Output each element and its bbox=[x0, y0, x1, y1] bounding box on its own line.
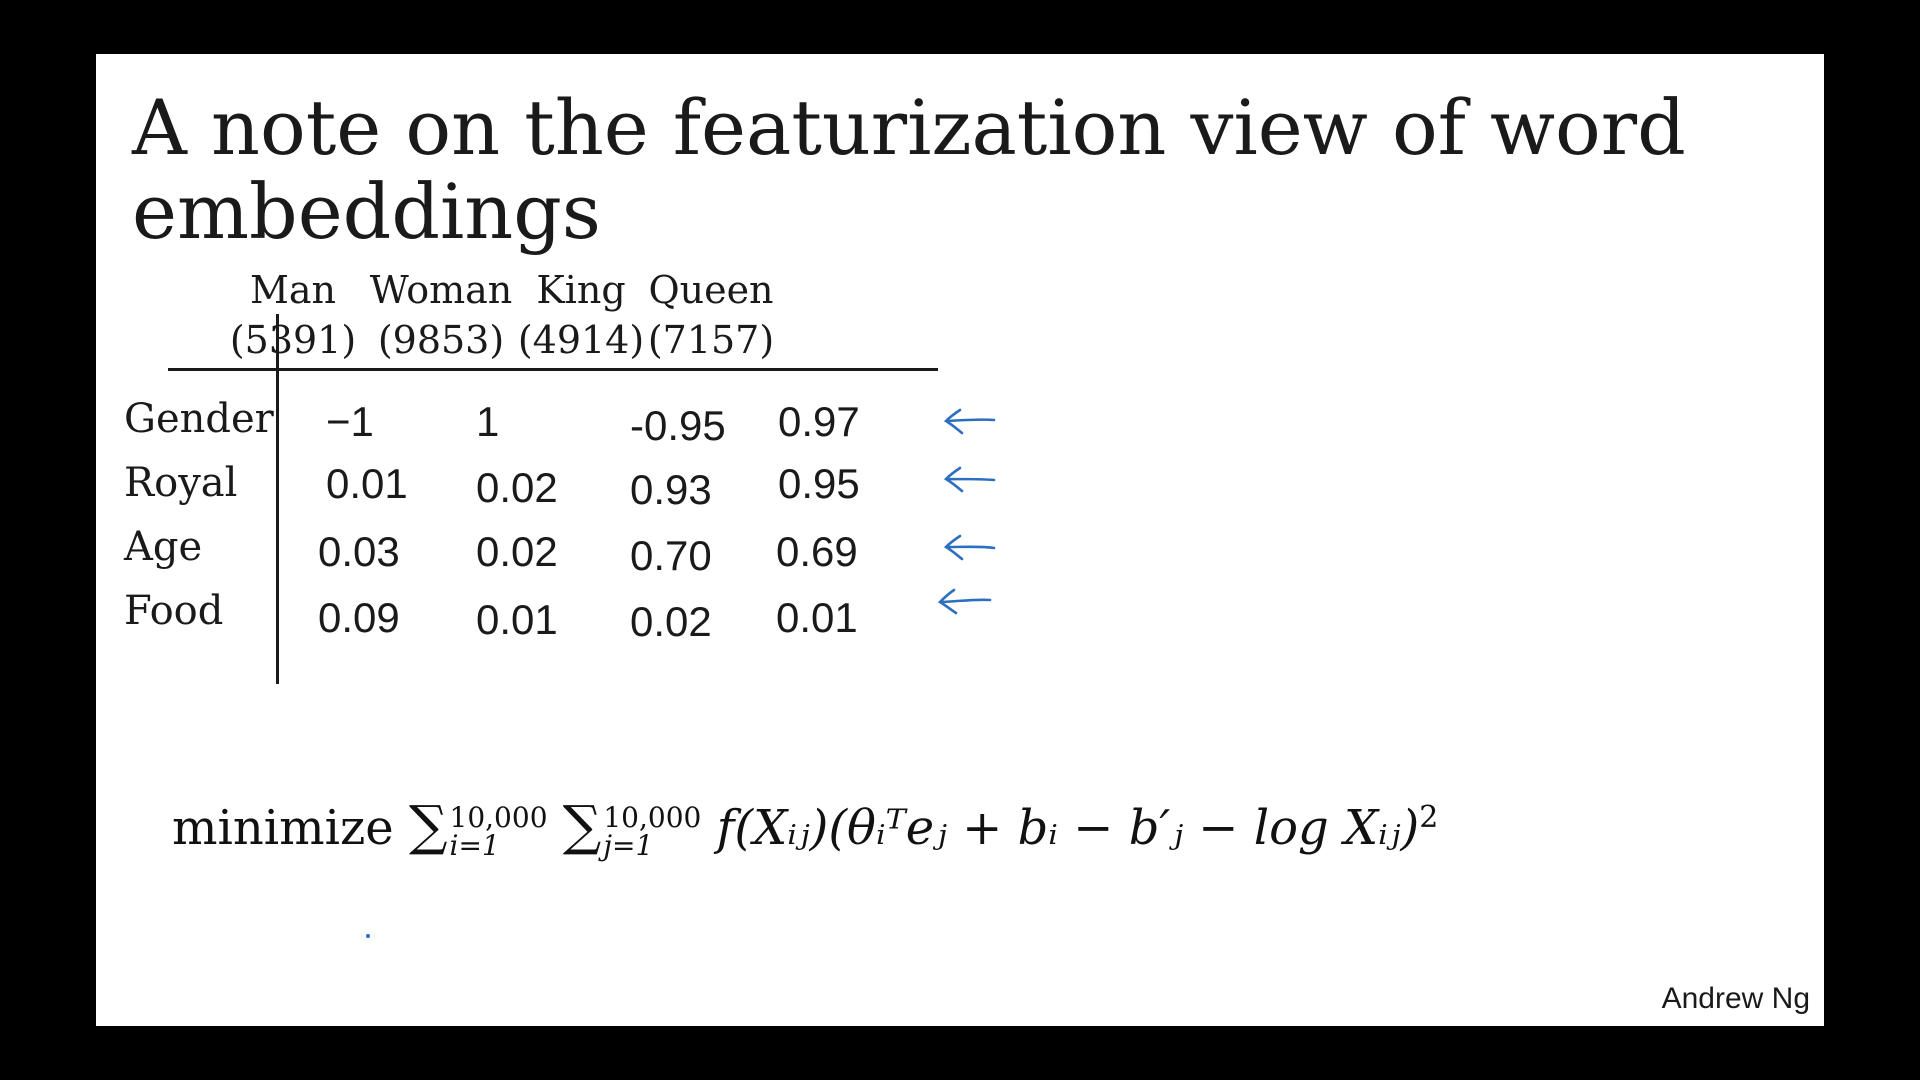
cell-age-woman: 0.02 bbox=[476, 528, 558, 575]
cell-royal-man: 0.01 bbox=[326, 460, 408, 507]
formula-minimize: minimize bbox=[172, 800, 394, 856]
slide: A note on the featurization view of word… bbox=[96, 54, 1824, 1026]
arrow-left-icon bbox=[943, 534, 996, 561]
sum-i-lower: i=1 bbox=[449, 828, 500, 862]
sum-i: ∑ 10,000 i=1 bbox=[408, 794, 548, 862]
formula-power: 2 bbox=[1419, 800, 1439, 835]
sum-i-upper: 10,000 bbox=[449, 800, 548, 834]
cell-age-king: 0.70 bbox=[630, 532, 712, 579]
objective-formula: minimize ∑ 10,000 i=1 ∑ 10,000 j=1 f(Xᵢⱼ)(θᵢ… bbox=[172, 794, 1438, 860]
row-label-food: Food bbox=[124, 588, 224, 634]
cell-food-man: 0.09 bbox=[318, 594, 400, 641]
cell-age-man: 0.03 bbox=[318, 528, 400, 575]
cell-age-queen: 0.69 bbox=[776, 528, 858, 575]
sum-j-lower: j=1 bbox=[603, 828, 654, 862]
formula-body: f(Xᵢⱼ)(θᵢᵀeⱼ + bᵢ − b′ⱼ − log Xᵢⱼ) bbox=[716, 800, 1420, 856]
col-header-man: Man bbox=[249, 268, 337, 312]
arrow-left-icon bbox=[943, 466, 996, 493]
col-header-king: King bbox=[536, 268, 626, 312]
col-header-queen: Queen bbox=[648, 268, 774, 312]
arrow-left-icon bbox=[937, 588, 992, 615]
cell-gender-king: -0.95 bbox=[630, 402, 726, 449]
cell-royal-king: 0.93 bbox=[630, 466, 712, 513]
sum-j-upper: 10,000 bbox=[603, 800, 702, 834]
col-id-woman: (9853) bbox=[377, 318, 505, 362]
col-id-queen: (7157) bbox=[647, 318, 775, 362]
cell-gender-woman: 1 bbox=[476, 398, 500, 445]
cell-gender-queen: 0.97 bbox=[778, 398, 860, 445]
arrow-left-icon bbox=[943, 408, 996, 435]
row-label-gender: Gender bbox=[124, 396, 274, 442]
cell-food-woman: 0.01 bbox=[476, 596, 558, 643]
pen-dot bbox=[366, 934, 370, 938]
table-label-rule bbox=[276, 314, 279, 684]
col-id-man: (5391) bbox=[229, 318, 357, 362]
cell-gender-man: −1 bbox=[326, 398, 374, 445]
cell-food-king: 0.02 bbox=[630, 598, 712, 645]
row-label-royal: Royal bbox=[124, 460, 238, 506]
author-credit: Andrew Ng bbox=[1661, 982, 1810, 1015]
row-label-age: Age bbox=[124, 524, 203, 570]
col-id-king: (4914) bbox=[517, 318, 645, 362]
sum-j: ∑ 10,000 j=1 bbox=[562, 794, 702, 862]
cell-royal-woman: 0.02 bbox=[476, 464, 558, 511]
cell-food-queen: 0.01 bbox=[776, 594, 858, 641]
slide-title: A note on the featurization view of word… bbox=[132, 83, 1686, 256]
table-header-rule bbox=[168, 368, 938, 371]
cell-royal-queen: 0.95 bbox=[778, 460, 860, 507]
col-header-woman: Woman bbox=[369, 268, 513, 312]
